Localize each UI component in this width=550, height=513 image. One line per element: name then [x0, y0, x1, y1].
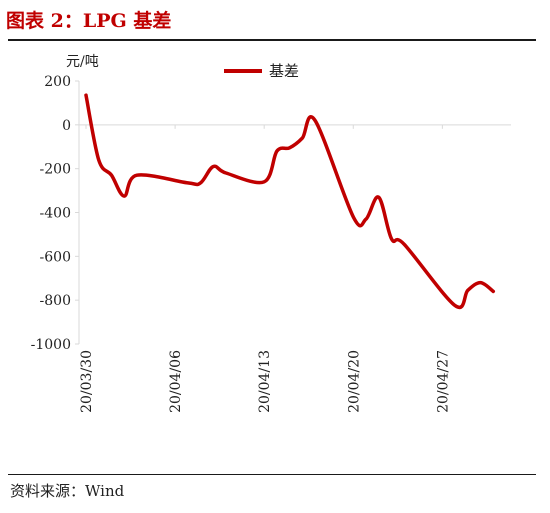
- y-tick-label: -600: [40, 249, 71, 265]
- y-tick-label: -1000: [31, 337, 71, 353]
- y-tick-label: 0: [62, 118, 71, 134]
- series-line-basis: [84, 93, 496, 310]
- series-layer: [84, 93, 496, 310]
- title-divider: [8, 39, 536, 41]
- y-axis-unit: 元/吨: [66, 54, 99, 70]
- x-tick-label: 20/03/30: [79, 350, 95, 413]
- chart-title: 图表 2：LPG 基差: [6, 10, 172, 32]
- source-note: 资料来源：Wind: [10, 482, 125, 500]
- x-tick-label: 20/04/27: [435, 350, 451, 413]
- x-tick-label: 20/04/13: [257, 350, 273, 413]
- y-tick-label: -400: [40, 206, 71, 222]
- legend-label: 基差: [269, 62, 299, 80]
- x-tick-label: 20/04/20: [346, 350, 362, 413]
- legend: 基差: [224, 62, 299, 80]
- y-tick-label: 200: [44, 74, 71, 90]
- y-tick-label: -200: [40, 162, 71, 178]
- x-tick-label: 20/04/06: [168, 350, 184, 413]
- axes: 200 0 -200 -400 -600 -800 -1000 元/吨 20/03/30 20/0…: [31, 54, 511, 413]
- y-tick-label: -800: [40, 293, 71, 309]
- footer-divider: [8, 474, 536, 475]
